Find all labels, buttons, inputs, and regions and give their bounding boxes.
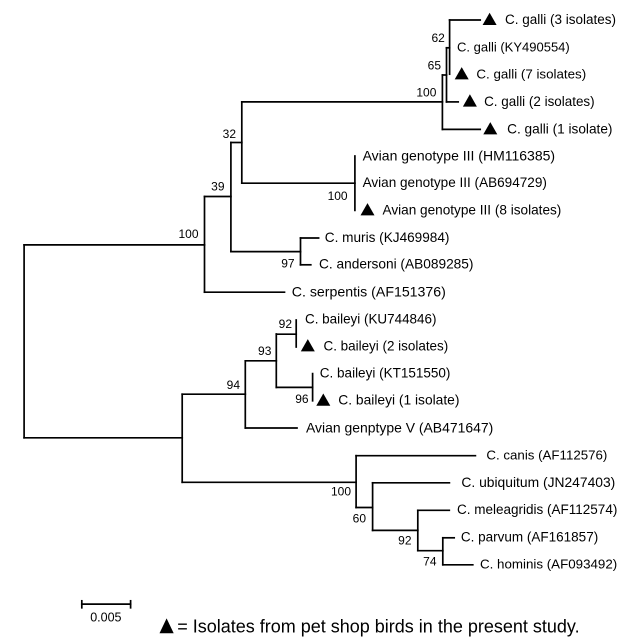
svg-text:C. ubiquitum (JN247403): C. ubiquitum (JN247403) — [461, 474, 615, 490]
svg-text:100: 100 — [178, 227, 198, 241]
svg-text:C. baileyi (1 isolate): C. baileyi (1 isolate) — [338, 393, 459, 408]
svg-text:93: 93 — [258, 344, 272, 358]
svg-text:32: 32 — [223, 127, 237, 141]
svg-text:65: 65 — [428, 58, 442, 72]
svg-text:C. parvum (AF161857): C. parvum (AF161857) — [461, 530, 598, 545]
svg-text:= Isolates from pet shop birds: = Isolates from pet shop birds in the pr… — [177, 616, 579, 636]
svg-text:100: 100 — [328, 189, 348, 203]
svg-text:Avian genotype III (8 isolates: Avian genotype III (8 isolates) — [383, 202, 562, 217]
svg-text:Avian genotype III (AB694729): Avian genotype III (AB694729) — [363, 175, 547, 190]
svg-text:Avian genotype III (HM116385): Avian genotype III (HM116385) — [363, 147, 555, 163]
svg-text:60: 60 — [353, 512, 367, 526]
svg-text:0.005: 0.005 — [90, 611, 121, 625]
svg-text:94: 94 — [227, 378, 241, 392]
svg-text:C. galli (7 isolates): C. galli (7 isolates) — [476, 66, 586, 81]
svg-text:C. baileyi (2 isolates): C. baileyi (2 isolates) — [324, 338, 449, 353]
svg-text:C. galli (3 isolates): C. galli (3 isolates) — [505, 12, 616, 27]
svg-text:100: 100 — [416, 86, 436, 100]
svg-text:74: 74 — [423, 555, 437, 569]
svg-text:C. baileyi (KU744846): C. baileyi (KU744846) — [305, 311, 436, 326]
svg-text:62: 62 — [431, 31, 445, 45]
svg-text:92: 92 — [279, 317, 293, 331]
svg-text:92: 92 — [398, 534, 412, 548]
svg-text:C. baileyi (KT151550): C. baileyi (KT151550) — [320, 366, 451, 381]
svg-text:C. muris (KJ469984): C. muris (KJ469984) — [325, 230, 450, 245]
svg-text:Avian genptype V (AB471647): Avian genptype V (AB471647) — [306, 419, 493, 435]
svg-text:97: 97 — [281, 257, 295, 271]
svg-text:C. andersoni (AB089285): C. andersoni (AB089285) — [319, 257, 473, 272]
svg-text:C. galli (1 isolate): C. galli (1 isolate) — [507, 121, 612, 136]
svg-text:100: 100 — [331, 485, 351, 499]
svg-text:C. galli (KY490554): C. galli (KY490554) — [457, 39, 570, 54]
svg-text:C. canis (AF112576): C. canis (AF112576) — [486, 448, 607, 463]
svg-text:C. meleagridis (AF112574): C. meleagridis (AF112574) — [457, 502, 617, 517]
svg-text:C. galli (2 isolates): C. galli (2 isolates) — [484, 94, 595, 109]
svg-text:C. serpentis (AF151376): C. serpentis (AF151376) — [292, 284, 446, 300]
svg-text:39: 39 — [211, 180, 225, 194]
svg-text:96: 96 — [295, 392, 309, 406]
svg-text:C. hominis (AF093492): C. hominis (AF093492) — [480, 557, 617, 572]
